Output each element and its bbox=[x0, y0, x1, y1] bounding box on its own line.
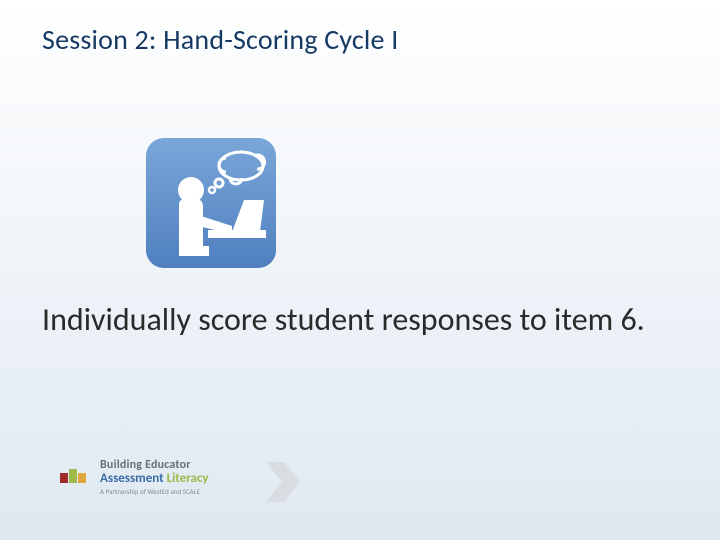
chevron-icon bbox=[266, 462, 300, 502]
footer-logo: Building Educator Assessment Literacy A … bbox=[60, 458, 290, 506]
footer-line3: A Partnership of WestEd and SCALE bbox=[100, 487, 209, 496]
footer-line2-a: Assessment bbox=[100, 471, 164, 486]
slide-body-text: Individually score student responses to … bbox=[42, 300, 678, 340]
footer-text-block: Building Educator Assessment Literacy A … bbox=[100, 458, 209, 496]
logo-bars-icon bbox=[60, 464, 87, 483]
slide-title: Session 2: Hand-Scoring Cycle I bbox=[42, 22, 678, 57]
footer-line2-b: Literacy bbox=[167, 471, 209, 486]
thinking-person-svg bbox=[146, 138, 276, 268]
footer-line1: Building Educator bbox=[100, 458, 209, 472]
slide: Session 2: Hand-Scoring Cycle I bbox=[0, 0, 720, 540]
thinking-person-icon bbox=[146, 138, 276, 268]
footer-line2: Assessment Literacy bbox=[100, 471, 209, 486]
